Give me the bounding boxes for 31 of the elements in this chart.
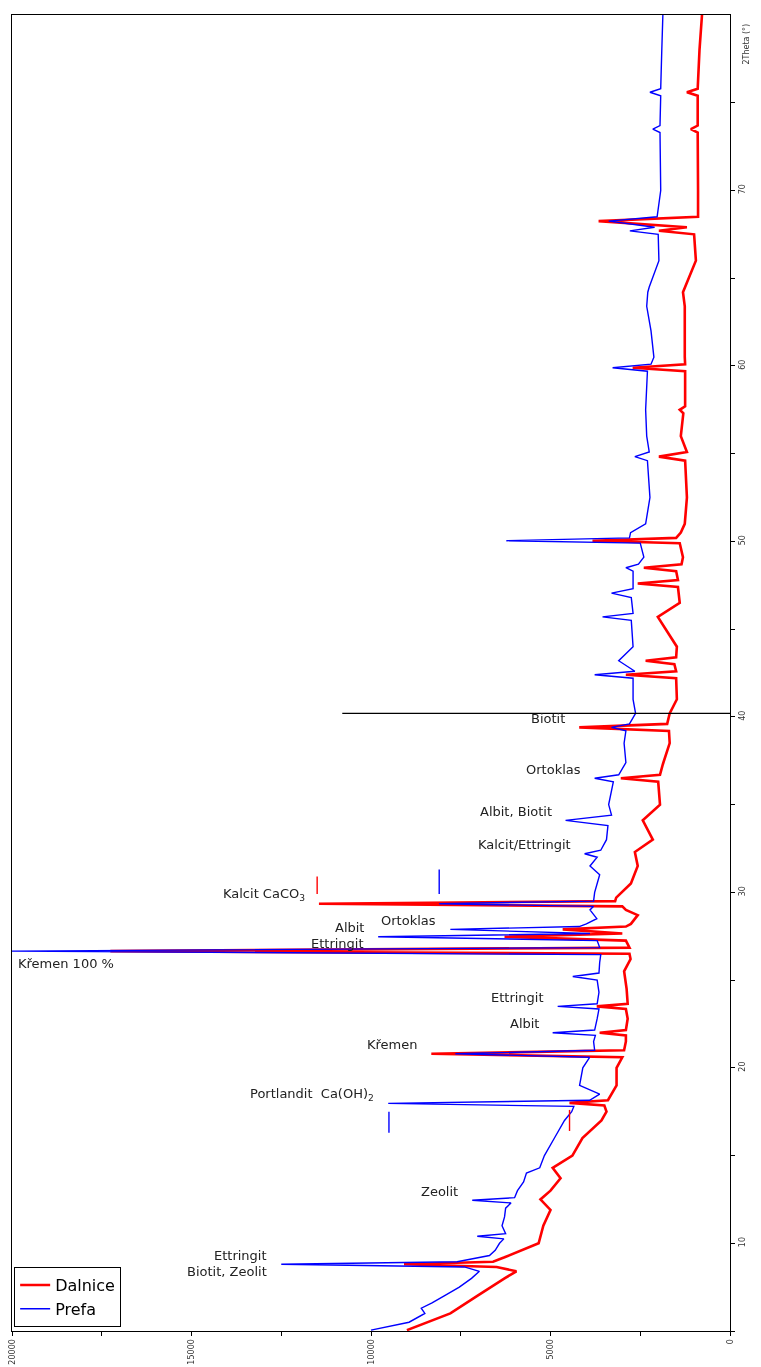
- annotation: Ortoklas: [526, 762, 581, 777]
- annotation: Křemen 100 %: [18, 956, 114, 971]
- y-tick-label: 30: [737, 886, 747, 897]
- annotation: Kalcit CaCO$_{3}$: [223, 886, 306, 903]
- annotation: Ettringit: [214, 1248, 267, 1263]
- annotation: Biotit, Zeolit: [187, 1264, 267, 1279]
- legend-label: Prefa: [55, 1299, 97, 1319]
- annotation: Portlandit Ca(OH)$_{2}$: [250, 1086, 374, 1103]
- annotation: Albit: [510, 1016, 540, 1031]
- x-tick-label: 15000: [187, 1339, 197, 1365]
- annotation: Ortoklas: [381, 913, 436, 928]
- annotation: Albit, Biotit: [480, 804, 553, 819]
- annotation: Zeolit: [421, 1184, 459, 1199]
- x-tick-label: 20000: [7, 1339, 17, 1365]
- y-tick-label: 40: [737, 710, 747, 721]
- x-tick-label: 10000: [366, 1339, 376, 1365]
- annotation: Biotit: [531, 711, 566, 726]
- y-axis-title: 2Theta (°): [742, 23, 752, 65]
- annotation: Kalcit/Ettringit: [478, 837, 571, 852]
- y-tick-label: 60: [737, 359, 747, 370]
- y-tick-label: 70: [737, 184, 747, 195]
- annotation: Ettringit: [491, 990, 544, 1005]
- y-tick-label: 50: [737, 535, 747, 546]
- x-tick-label: 0: [725, 1339, 735, 1345]
- x-tick-label: 5000: [546, 1339, 556, 1360]
- legend-label: Dalnice: [55, 1276, 115, 1296]
- annotation: Albit: [335, 920, 365, 935]
- annotation: Křemen: [367, 1037, 418, 1052]
- y-tick-label: 20: [737, 1061, 747, 1072]
- y-tick-label: 10: [737, 1236, 747, 1248]
- annotation: Ettringit: [311, 936, 364, 951]
